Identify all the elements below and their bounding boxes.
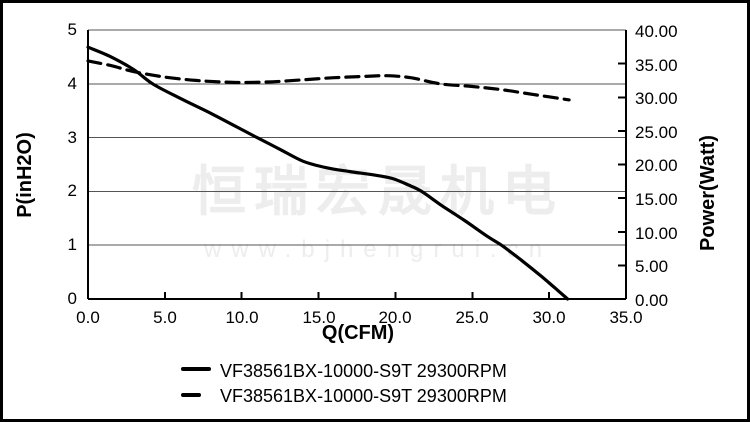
left-axis-tick-label: 5 [67, 20, 77, 39]
plot-area [86, 29, 627, 301]
left-axis-tick-label: 1 [67, 235, 77, 254]
left-axis-tick-label: 2 [67, 181, 77, 200]
right-y-axis-title: Power(Watt) [697, 135, 719, 251]
right-axis-tick-label: 25.00 [635, 123, 678, 142]
right-axis-tick-label: 5.00 [635, 257, 669, 276]
x-axis-tick-label: 5.0 [153, 308, 177, 327]
legend-solid-line-icon [181, 367, 211, 371]
right-axis-tick-label: 40.00 [635, 22, 678, 41]
watermark-url-text: www.bjhengrui.cn [203, 236, 553, 263]
right-axis-tick-label: 15.00 [635, 190, 678, 209]
right-axis-tick-label: 35.00 [635, 56, 678, 75]
legend-dashed-line-icon [181, 393, 201, 397]
left-y-axis-title: P(inH2O) [14, 132, 36, 218]
legend-entry-pressure: VF38561BX-10000-S9T 29300RPM [220, 361, 507, 381]
power-curve [86, 59, 571, 102]
x-axis-tick-label: 35.0 [609, 308, 643, 327]
x-axis-title: Q(CFM) [321, 322, 395, 344]
x-axis-tick-label: 10.0 [225, 308, 259, 327]
x-axis-tick-label: 30.0 [532, 308, 566, 327]
x-axis-tick-label: 0.0 [76, 308, 100, 327]
x-axis-tick-label: 15.0 [302, 308, 336, 327]
x-axis-tick-label: 20.0 [378, 308, 412, 327]
left-axis-tick-label: 3 [67, 128, 77, 147]
right-axis-tick-label: 10.00 [635, 224, 678, 243]
watermark-brand-text: 恒瑞宏晟机电 [192, 162, 564, 222]
left-axis-tick-label: 4 [67, 74, 77, 93]
right-axis-tick-label: 20.00 [635, 156, 678, 175]
right-axis-tick-label: 30.00 [635, 89, 678, 108]
pressure-curve [86, 45, 570, 301]
right-axis-tick-label: 0.00 [635, 291, 669, 310]
left-axis-tick-label: 0 [67, 289, 77, 308]
x-axis-tick-label: 25.0 [455, 308, 489, 327]
legend-entry-power: VF38561BX-10000-S9T 29300RPM [220, 386, 507, 406]
